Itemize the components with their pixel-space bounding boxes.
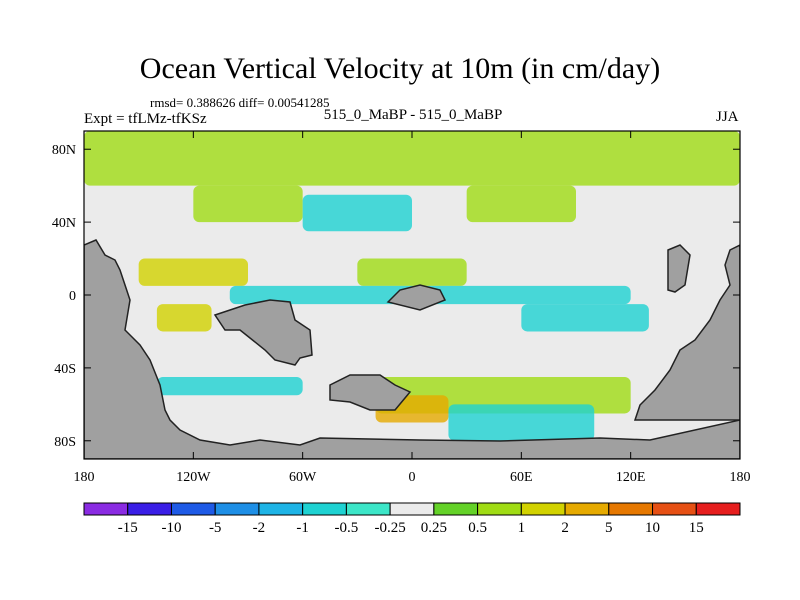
legend-label: 15 bbox=[689, 520, 704, 536]
legend-swatch bbox=[170, 502, 216, 516]
legend-swatch bbox=[695, 502, 741, 516]
legend-label: 2 bbox=[561, 520, 569, 536]
legend-label: -15 bbox=[118, 520, 138, 536]
anomaly-region-5 bbox=[357, 258, 467, 286]
legend-swatch bbox=[214, 502, 260, 516]
anomaly-region-2 bbox=[466, 185, 576, 223]
land-mask bbox=[84, 239, 740, 459]
anomaly-region-8 bbox=[521, 304, 649, 332]
land-antarctic-block bbox=[329, 374, 412, 411]
y-tick-label: 40N bbox=[52, 216, 76, 231]
y-tick-label: 40S bbox=[54, 362, 76, 377]
legend-swatch bbox=[520, 502, 566, 516]
anomaly-region-12 bbox=[448, 404, 595, 441]
case-names-label: 515_0_MaBP - 515_0_MaBP bbox=[323, 107, 503, 123]
land-atlantic-block bbox=[386, 284, 447, 311]
x-tick-label: 60E bbox=[510, 470, 533, 485]
anomaly-region-0 bbox=[84, 131, 740, 186]
legend-swatch bbox=[433, 502, 479, 516]
legend-label: 1 bbox=[518, 520, 526, 536]
chart-title: Ocean Vertical Velocity at 10m (in cm/da… bbox=[139, 52, 661, 85]
legend-swatch bbox=[345, 502, 391, 516]
anomaly-region-3 bbox=[302, 194, 412, 232]
legend-swatch bbox=[258, 502, 304, 516]
legend-label: 0.5 bbox=[468, 520, 487, 536]
legend-swatch bbox=[302, 502, 347, 516]
legend-label: -0.25 bbox=[375, 520, 406, 536]
legend-swatch bbox=[608, 502, 654, 516]
stats-label: rmsd= 0.388626 diff= 0.00541285 bbox=[150, 95, 330, 110]
legend-swatch bbox=[127, 502, 172, 516]
x-tick-label: 180 bbox=[74, 470, 95, 485]
y-tick-label: 80S bbox=[54, 435, 76, 450]
legend-swatch bbox=[83, 502, 129, 516]
x-tick-label: 60W bbox=[289, 470, 317, 485]
legend-label: 0.25 bbox=[421, 520, 447, 536]
x-tick-label: 0 bbox=[409, 470, 416, 485]
legend-label: -0.5 bbox=[335, 520, 359, 536]
anomaly-region-7 bbox=[156, 304, 212, 332]
experiment-label: Expt = tfLMz-tfKSz bbox=[84, 111, 207, 127]
legend-swatch bbox=[652, 502, 697, 516]
anomaly-region-1 bbox=[193, 185, 303, 223]
land-east bbox=[633, 244, 740, 421]
legend-label: -5 bbox=[209, 520, 222, 536]
anomaly-region-9 bbox=[156, 377, 303, 396]
land-west bbox=[84, 239, 740, 459]
legend-swatch bbox=[564, 502, 610, 516]
x-tick-label: 180 bbox=[730, 470, 751, 485]
anomaly-region-4 bbox=[138, 258, 248, 286]
x-tick-label: 120E bbox=[616, 470, 646, 485]
y-tick-label: 0 bbox=[69, 289, 76, 304]
y-tick-label: 80N bbox=[52, 143, 76, 158]
x-tick-label: 120W bbox=[176, 470, 211, 485]
color-legend: -15 -10 -5 -2 -1 -0.5 -0.25 0.25 0.5 1 2 5 10 15 bbox=[83, 502, 741, 536]
legend-label: -10 bbox=[161, 520, 181, 536]
legend-label: -2 bbox=[253, 520, 266, 536]
land-south-block bbox=[213, 299, 313, 366]
axis-ticks: 180 120W 60W 0 60E 120E 180 80N 40N 0 40S 80S bbox=[52, 131, 751, 485]
land-pacific-ridge bbox=[667, 244, 691, 293]
season-label: JJA bbox=[716, 109, 739, 125]
legend-label: 5 bbox=[605, 520, 613, 536]
legend-swatch bbox=[389, 502, 435, 516]
legend-swatch bbox=[477, 502, 522, 516]
legend-label: -1 bbox=[296, 520, 309, 536]
legend-label: 10 bbox=[645, 520, 660, 536]
